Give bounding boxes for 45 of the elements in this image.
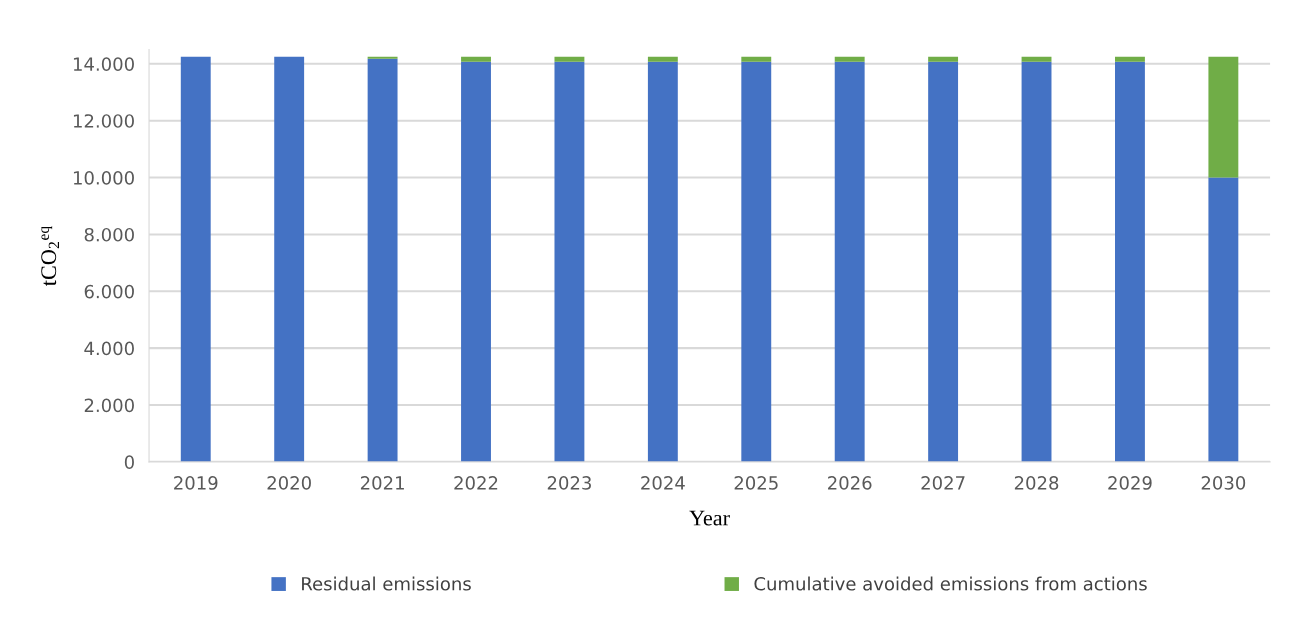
bar	[461, 56, 491, 62]
y-tick-label: 4.000	[84, 341, 134, 356]
x-axis-title: Year	[689, 510, 730, 526]
y-axis-title: tCO$_{2}$$^{eq}$	[41, 226, 60, 286]
bar	[928, 61, 959, 462]
bar	[741, 56, 772, 62]
x-tick-label: 2030	[1201, 476, 1246, 490]
bar	[1021, 56, 1052, 62]
bar	[1115, 61, 1145, 462]
y-tick-label: 2.000	[84, 398, 134, 413]
bar	[367, 58, 398, 462]
x-tick-label: 2022	[454, 476, 498, 490]
legend-label: Residual emissions	[302, 576, 471, 591]
bar	[554, 61, 585, 462]
bar	[180, 56, 211, 462]
y-tick-label: 6.000	[84, 284, 134, 299]
legend-label: Cumulative avoided emissions from actions	[754, 576, 1147, 591]
x-tick-label: 2024	[641, 476, 685, 490]
y-tick-label: 8.000	[84, 227, 134, 242]
x-tick-label: 2021	[360, 476, 404, 490]
y-tick-label: 14.000	[73, 57, 134, 71]
x-tick-label: 2020	[267, 476, 311, 490]
bar	[834, 56, 865, 62]
bar	[274, 56, 305, 462]
bar	[1021, 61, 1052, 462]
bar	[461, 61, 491, 462]
y-tick-label: 12.000	[73, 114, 134, 128]
x-tick-label: 2028	[1014, 476, 1059, 490]
bar	[741, 61, 772, 462]
x-tick-label: 2026	[828, 476, 872, 490]
x-tick-label: 2025	[734, 476, 778, 490]
x-tick-label: 2019	[174, 476, 218, 490]
bar	[1208, 56, 1239, 178]
bar	[834, 61, 865, 462]
y-tick-label: 10.000	[73, 171, 134, 185]
bar	[647, 61, 678, 462]
x-tick-label: 2023	[547, 476, 591, 490]
y-tick-label: 0	[124, 455, 134, 470]
x-tick-label: 2029	[1108, 476, 1152, 490]
bar	[1208, 177, 1239, 462]
bar	[928, 56, 959, 62]
bar	[554, 56, 585, 62]
x-tick-label: 2027	[921, 476, 965, 490]
bar	[1115, 56, 1145, 62]
bar	[647, 56, 678, 62]
